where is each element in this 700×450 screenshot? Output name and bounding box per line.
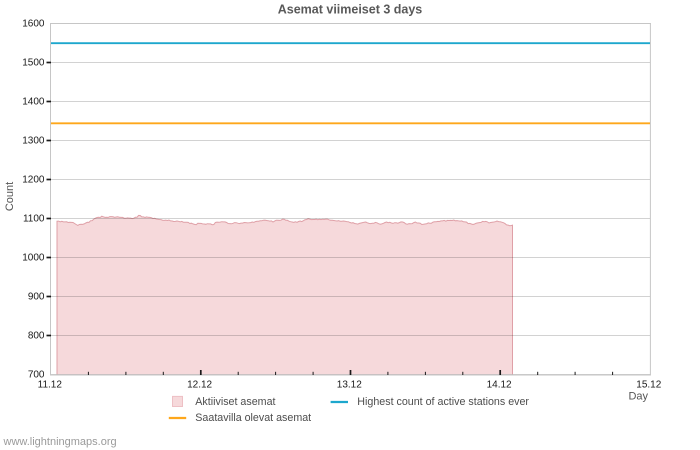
- svg-text:www.lightningmaps.org: www.lightningmaps.org: [3, 436, 117, 448]
- svg-text:1300: 1300: [22, 136, 45, 147]
- svg-text:Day: Day: [628, 390, 648, 402]
- svg-text:1000: 1000: [22, 253, 45, 264]
- svg-text:Highest count of active statio: Highest count of active stations ever: [357, 396, 529, 408]
- svg-text:Saatavilla olevat asemat: Saatavilla olevat asemat: [195, 412, 311, 424]
- svg-text:14.12: 14.12: [487, 380, 512, 391]
- svg-text:1100: 1100: [23, 214, 45, 225]
- svg-text:13.12: 13.12: [337, 380, 362, 391]
- svg-text:700: 700: [28, 370, 45, 381]
- svg-text:1200: 1200: [22, 175, 45, 186]
- svg-text:Asemat viimeiset 3 days: Asemat viimeiset 3 days: [278, 2, 423, 16]
- svg-text:900: 900: [28, 292, 45, 303]
- svg-text:12.12: 12.12: [187, 380, 212, 391]
- svg-text:1500: 1500: [22, 58, 45, 69]
- svg-text:800: 800: [28, 331, 45, 342]
- svg-text:1400: 1400: [22, 97, 45, 108]
- svg-text:1600: 1600: [22, 19, 45, 30]
- svg-text:Aktiiviset asemat: Aktiiviset asemat: [195, 396, 275, 408]
- svg-text:Count: Count: [4, 182, 16, 211]
- svg-text:15.12: 15.12: [636, 380, 661, 391]
- svg-text:11.12: 11.12: [38, 380, 63, 391]
